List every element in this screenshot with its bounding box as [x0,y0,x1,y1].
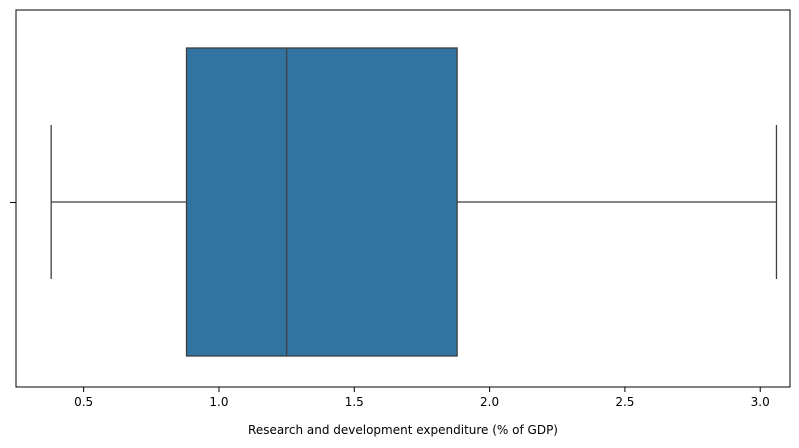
x-tick-label: 2.5 [615,395,634,409]
iqr-box [185,47,458,357]
x-tick-label: 1.5 [345,395,364,409]
x-axis-ticks: 0.5 1.0 1.5 2.0 2.5 3.0 [74,387,770,409]
x-tick-label: 1.0 [209,395,228,409]
x-tick-label: 2.0 [480,395,499,409]
x-tick-label: 3.0 [751,395,770,409]
x-axis-label: Research and development expenditure (% … [248,423,558,437]
plot-area [50,47,778,357]
plot-frame [15,9,791,388]
x-tick-label: 0.5 [74,395,93,409]
